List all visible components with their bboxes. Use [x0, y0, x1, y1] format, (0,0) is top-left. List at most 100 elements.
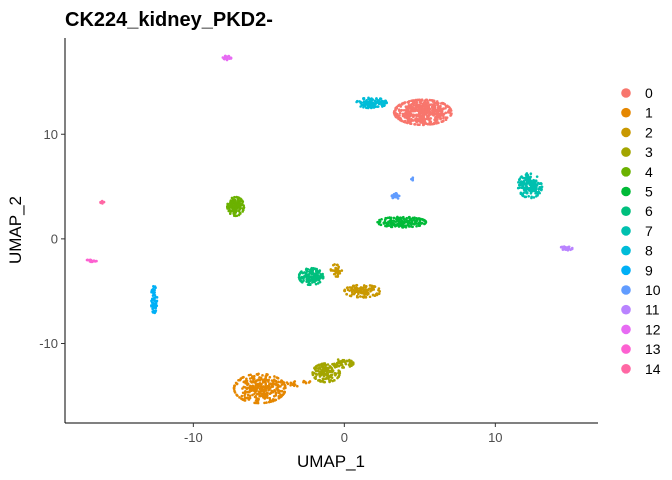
legend-key-11: [621, 304, 631, 315]
point: [449, 113, 453, 116]
point: [336, 267, 340, 270]
point: [242, 398, 245, 402]
point: [368, 97, 372, 101]
point: [336, 275, 340, 278]
point: [314, 375, 318, 378]
point: [535, 183, 539, 187]
point: [436, 118, 439, 121]
point: [329, 378, 333, 382]
point: [426, 117, 430, 121]
y-tick-label: -10: [39, 336, 58, 351]
point: [247, 397, 250, 401]
point: [241, 387, 244, 390]
point: [527, 194, 530, 198]
point: [371, 293, 375, 297]
legend-label-10: 10: [645, 282, 661, 298]
point: [242, 380, 246, 384]
point: [320, 369, 323, 373]
point: [307, 283, 310, 287]
legend-label-9: 9: [645, 262, 653, 278]
point: [436, 102, 440, 105]
point: [415, 224, 418, 228]
point: [259, 394, 262, 398]
point: [317, 363, 321, 367]
point: [276, 376, 280, 380]
point: [417, 223, 420, 226]
point: [268, 375, 272, 379]
legend-key-13: [621, 344, 631, 354]
point: [383, 100, 387, 104]
point: [313, 366, 317, 369]
point: [314, 369, 318, 373]
point: [411, 100, 415, 104]
point: [447, 109, 450, 113]
point: [444, 106, 447, 110]
point: [439, 112, 443, 116]
point: [325, 371, 328, 375]
point: [241, 391, 245, 395]
point: [378, 220, 382, 223]
point: [415, 219, 419, 223]
point: [274, 391, 278, 395]
legend-key-8: [621, 245, 631, 256]
legend-key-9: [621, 265, 631, 276]
point: [435, 108, 438, 112]
point: [384, 217, 388, 220]
point: [340, 269, 344, 272]
point: [412, 218, 416, 222]
point: [346, 288, 350, 292]
legend-key-6: [621, 206, 631, 216]
x-tick-label: 10: [488, 430, 502, 445]
point: [441, 120, 445, 123]
point: [331, 263, 335, 267]
point: [299, 279, 303, 283]
point: [270, 389, 273, 393]
cluster-5-points: [376, 215, 428, 229]
point: [562, 245, 566, 248]
point: [238, 207, 242, 211]
point: [533, 179, 537, 183]
point: [540, 185, 543, 188]
point: [355, 290, 358, 294]
point: [525, 185, 529, 189]
point: [282, 386, 286, 390]
point: [400, 103, 404, 106]
point: [236, 204, 240, 207]
point: [234, 201, 237, 204]
point: [419, 118, 423, 121]
point: [409, 106, 413, 109]
point: [398, 111, 402, 115]
point: [518, 181, 522, 184]
point: [326, 373, 329, 377]
point: [155, 296, 159, 299]
point: [343, 288, 347, 292]
point: [411, 102, 415, 106]
point: [152, 289, 155, 292]
point: [428, 98, 432, 102]
point: [423, 222, 426, 226]
point: [364, 295, 368, 299]
point: [529, 181, 533, 184]
point: [241, 200, 245, 204]
point: [336, 273, 340, 276]
point: [228, 206, 231, 210]
point: [418, 98, 422, 102]
point: [394, 106, 398, 110]
point: [540, 187, 543, 191]
point: [257, 383, 261, 387]
point: [379, 223, 383, 227]
point: [442, 114, 445, 118]
point: [417, 119, 421, 122]
point: [421, 102, 425, 106]
cluster-10-points: [390, 176, 415, 200]
point: [345, 293, 349, 296]
point: [235, 214, 239, 218]
points-layer: [85, 54, 574, 405]
point: [298, 277, 301, 281]
point: [334, 275, 338, 278]
point: [242, 205, 246, 209]
point: [352, 292, 356, 296]
point: [376, 99, 380, 102]
legend-label-6: 6: [645, 203, 653, 219]
point: [355, 99, 359, 103]
